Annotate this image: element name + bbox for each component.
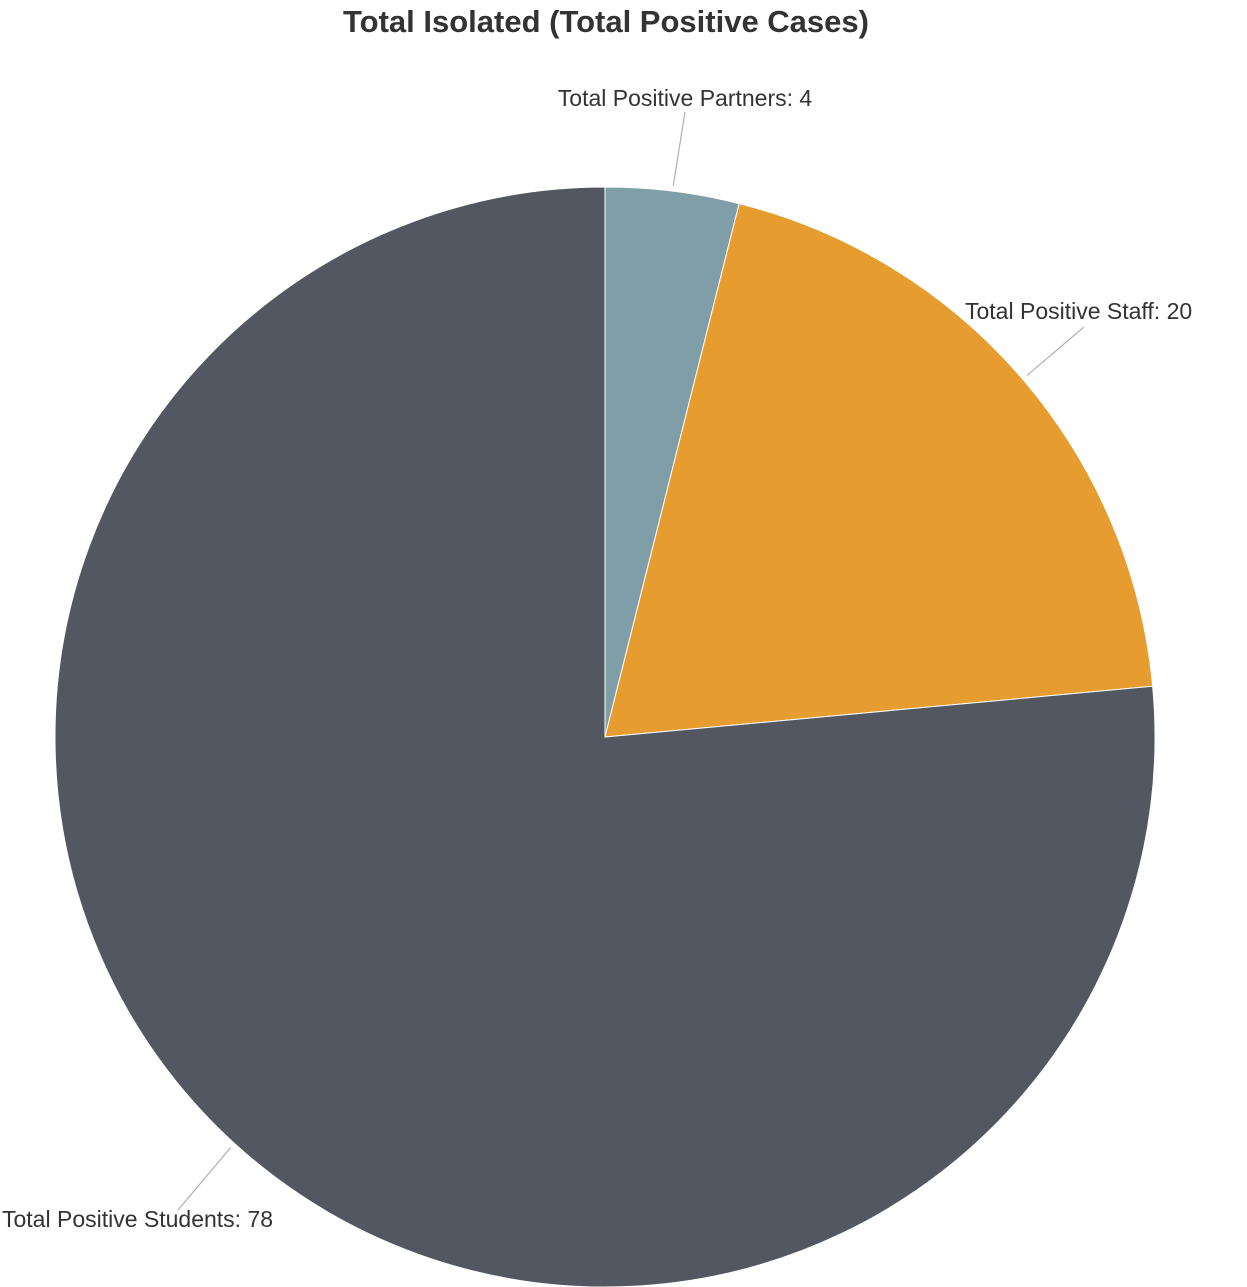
chart-title: Total Isolated (Total Positive Cases) [343, 4, 869, 39]
leader-lines [177, 111, 1085, 1211]
pie-slices [54, 186, 1156, 1287]
pie-slice-total-positive-students[interactable] [54, 186, 1156, 1287]
slice-labels: Total Positive Partners: 4 Total Positive… [2, 85, 1192, 1232]
leader-line-total-positive-staff [1026, 326, 1085, 377]
leader-line-total-positive-students [177, 1147, 232, 1211]
slice-label-total-positive-partners: Total Positive Partners: 4 [558, 85, 813, 111]
slice-label-total-positive-staff: Total Positive Staff: 20 [965, 298, 1192, 324]
slice-label-total-positive-students: Total Positive Students: 78 [2, 1206, 273, 1232]
pie-slice-total-positive-staff[interactable] [604, 203, 1154, 738]
leader-line-total-positive-partners [672, 111, 686, 186]
